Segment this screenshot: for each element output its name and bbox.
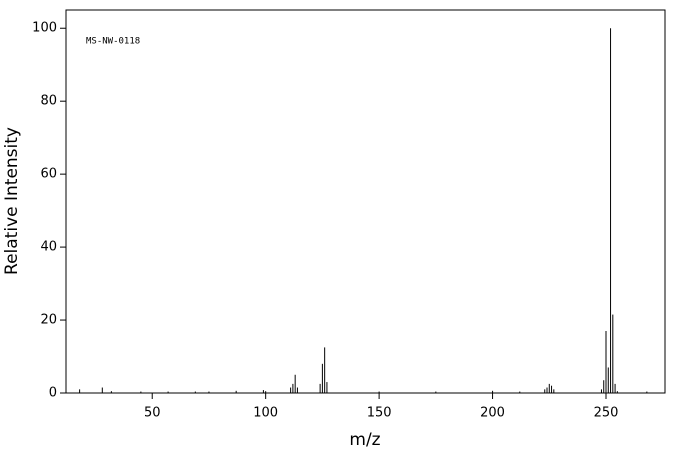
y-tick-label: 20 <box>40 313 57 328</box>
y-tick-label: 40 <box>40 240 57 255</box>
x-tick-label: 100 <box>253 406 278 421</box>
annotation: MS-NW-0118 <box>86 37 140 47</box>
y-tick-label: 60 <box>40 167 57 182</box>
y-axis-label: Relative Intensity <box>2 127 22 275</box>
x-tick-label: 200 <box>480 406 505 421</box>
y-tick-label: 0 <box>49 386 57 401</box>
x-axis-label: m/z <box>349 430 380 450</box>
y-tick-label: 100 <box>32 21 57 36</box>
x-tick-label: 50 <box>144 406 161 421</box>
x-tick-label: 250 <box>594 406 619 421</box>
x-tick-label: 150 <box>367 406 392 421</box>
plot-frame <box>65 9 666 394</box>
y-tick-label: 80 <box>40 94 57 109</box>
